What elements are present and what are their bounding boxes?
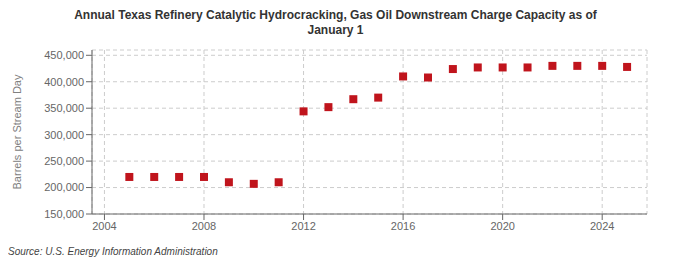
svg-text:2020: 2020	[490, 220, 514, 232]
svg-text:400,000: 400,000	[44, 76, 84, 88]
html-text:January 1: January 1	[307, 23, 364, 37]
svg-text:Barrels per Stream Day: Barrels per Stream Day	[11, 74, 23, 189]
svg-text:2012: 2012	[291, 220, 315, 232]
svg-text:2008: 2008	[192, 220, 216, 232]
svg-text:450,000: 450,000	[44, 49, 84, 61]
svg-text:150,000: 150,000	[44, 208, 84, 220]
svg-text:350,000: 350,000	[44, 102, 84, 114]
svg-text:200,000: 200,000	[44, 181, 84, 193]
html-text:Source: U.S. Energy Informatio: Source: U.S. Energy Information Administ…	[8, 246, 218, 257]
svg-text:2016: 2016	[391, 220, 415, 232]
svg-text:300,000: 300,000	[44, 129, 84, 141]
svg-text:2024: 2024	[590, 220, 614, 232]
svg-text:2004: 2004	[92, 220, 116, 232]
html-text:Annual Texas Refinery Catalyti: Annual Texas Refinery Catalytic Hydrocra…	[74, 8, 597, 22]
svg-text:250,000: 250,000	[44, 155, 84, 167]
